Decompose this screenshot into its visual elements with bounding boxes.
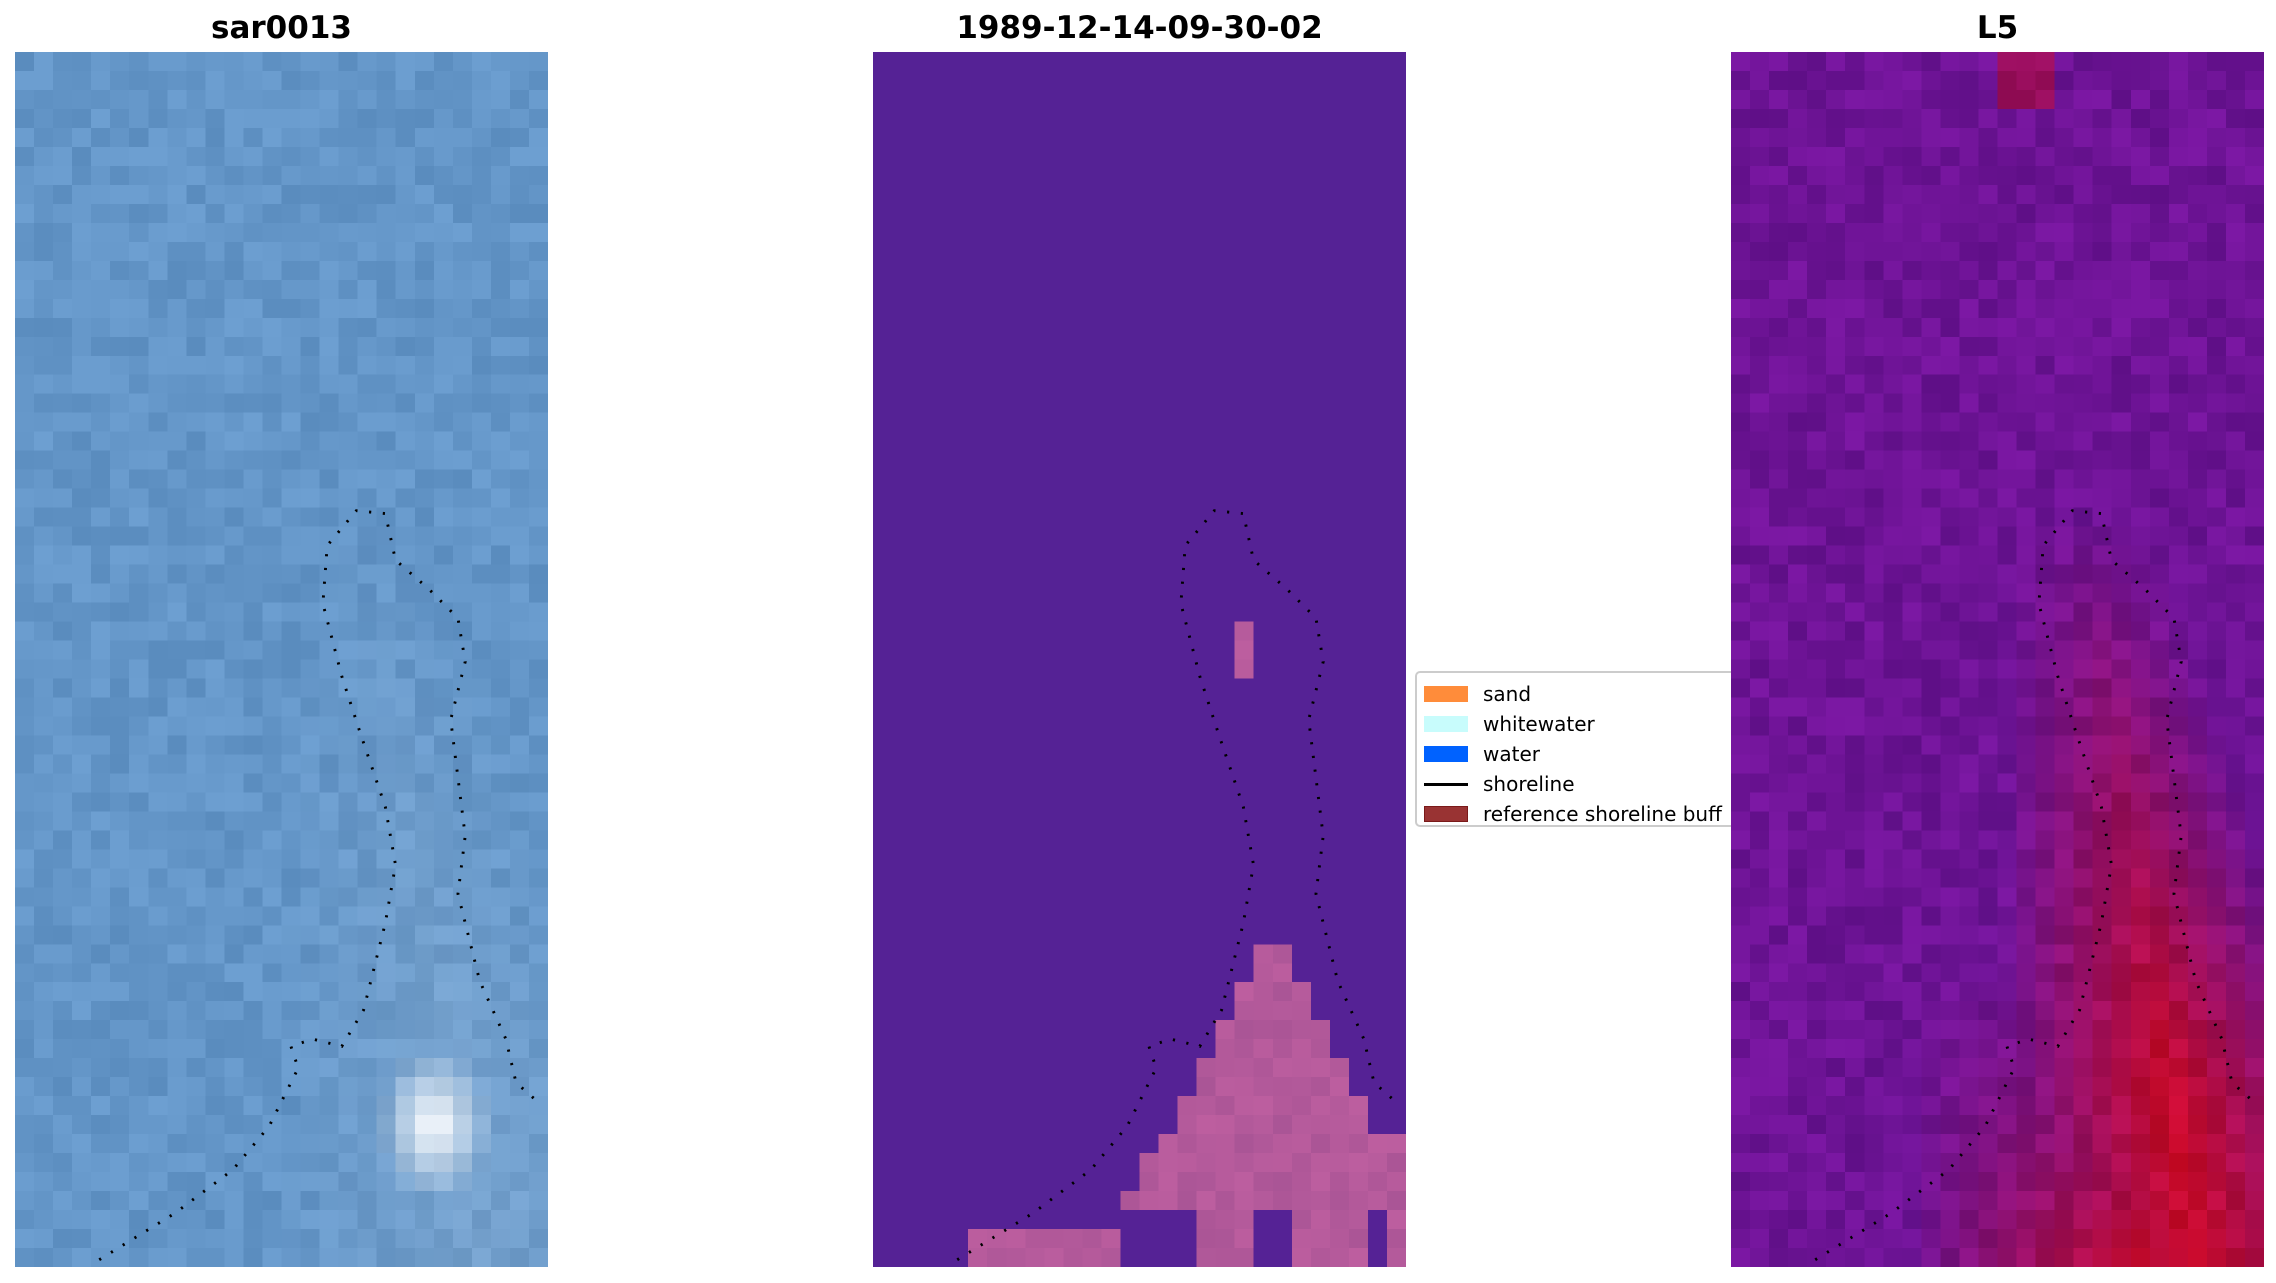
shoreline-overlay [98,509,542,1261]
legend-item-whitewater: whitewater [1424,709,1595,739]
panel-title-date: 1989-12-14-09-30-02 [956,10,1323,46]
l5-panel [1731,52,2264,1267]
legend-label: shoreline [1483,772,1575,796]
shoreline-line [1814,509,2258,1261]
legend: sand whitewater water shoreline referenc… [1415,671,1775,827]
water-swatch [1424,746,1468,762]
panel-title-sar: sar0013 [211,10,352,46]
shoreline-line-swatch [1424,782,1468,786]
whitewater-swatch [1424,716,1468,732]
buffer-swatch [1424,806,1468,822]
classification-panel [873,52,1406,1267]
sar-image-panel [15,52,548,1267]
classification-image [873,52,1406,1267]
legend-item-shoreline: shoreline [1424,769,1575,799]
legend-label: whitewater [1483,712,1595,736]
shoreline-overlay [956,509,1400,1261]
shoreline-line [956,509,1400,1261]
sand-swatch [1424,686,1468,702]
legend-label: water [1483,742,1540,766]
legend-item-water: water [1424,739,1540,769]
legend-label: reference shoreline buff [1483,802,1722,826]
panel-title-l5: L5 [1976,10,2019,46]
l5-image [1731,52,2264,1267]
shoreline-overlay [1814,509,2258,1261]
sar-image [15,52,548,1267]
legend-item-reference-buffer: reference shoreline buff [1424,799,1722,829]
legend-item-sand: sand [1424,679,1531,709]
shoreline-line [98,509,542,1261]
legend-label: sand [1483,682,1532,706]
